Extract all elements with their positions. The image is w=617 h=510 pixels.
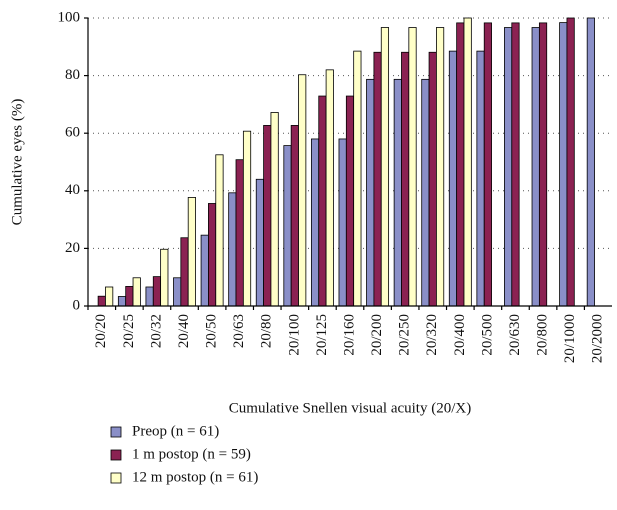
bar xyxy=(511,22,520,307)
bar xyxy=(152,276,162,307)
x-tick-label: 20/1000 xyxy=(562,314,578,363)
bar xyxy=(366,78,375,307)
x-tick-label: 20/400 xyxy=(452,314,468,356)
bar xyxy=(476,50,485,307)
bar xyxy=(373,51,382,307)
x-tick-label: 20/800 xyxy=(534,314,550,356)
bar xyxy=(538,22,548,307)
bar xyxy=(531,27,540,307)
legend-label: 12 m postop (n = 61) xyxy=(132,469,258,485)
y-axis-label: Cumulative eyes (%) xyxy=(9,99,25,226)
bar xyxy=(173,277,182,307)
y-tick-label: 100 xyxy=(58,9,81,25)
bar xyxy=(310,138,320,307)
bar xyxy=(338,138,347,307)
bar xyxy=(255,178,264,307)
bar xyxy=(125,286,134,307)
bar xyxy=(215,154,224,307)
x-tick-label: 20/25 xyxy=(121,314,137,348)
bar xyxy=(428,51,437,307)
bar xyxy=(380,27,390,307)
bar xyxy=(504,27,513,307)
legend-label: 1 m postop (n = 59) xyxy=(132,446,251,462)
legend-label: Preop (n = 61) xyxy=(132,423,219,439)
y-tick-label: 0 xyxy=(73,297,81,313)
bar xyxy=(235,159,244,307)
bar xyxy=(208,203,217,307)
bar xyxy=(353,50,362,307)
legend-swatch xyxy=(110,426,122,438)
bar xyxy=(242,130,252,307)
bar xyxy=(228,192,237,307)
bar xyxy=(456,22,465,307)
bar xyxy=(263,125,272,307)
bar xyxy=(559,22,568,307)
bar xyxy=(408,27,417,307)
bar xyxy=(421,78,430,307)
y-tick-label: 60 xyxy=(65,125,80,141)
x-tick-label: 20/40 xyxy=(176,314,192,348)
bar xyxy=(97,295,106,307)
bar xyxy=(200,234,209,307)
x-tick-label: 20/250 xyxy=(397,314,413,356)
x-tick-label: 20/125 xyxy=(314,314,330,356)
bar xyxy=(325,69,334,307)
x-tick-label: 20/32 xyxy=(148,314,164,348)
bar xyxy=(160,248,169,307)
x-tick-label: 20/80 xyxy=(259,314,275,348)
x-tick-label: 20/160 xyxy=(341,314,357,356)
x-tick-label: 20/630 xyxy=(507,314,523,356)
bar xyxy=(586,17,595,307)
y-tick-label: 20 xyxy=(65,240,80,256)
bar xyxy=(187,197,196,307)
bar xyxy=(145,286,154,307)
x-tick-label: 20/2000 xyxy=(590,314,606,363)
x-tick-label: 20/100 xyxy=(286,314,302,356)
x-tick-label: 20/200 xyxy=(369,314,385,356)
bar xyxy=(393,78,402,307)
bar xyxy=(132,277,141,307)
legend-swatch xyxy=(110,472,122,484)
bar xyxy=(436,27,445,307)
bar xyxy=(290,125,299,307)
y-tick-label: 40 xyxy=(65,182,80,198)
x-tick-label: 20/320 xyxy=(424,314,440,356)
bar xyxy=(401,51,410,307)
bar xyxy=(448,50,458,307)
y-tick-label: 80 xyxy=(65,67,80,83)
x-axis-label: Cumulative Snellen visual acuity (20/X) xyxy=(229,400,471,416)
x-tick-label: 20/20 xyxy=(93,314,109,348)
bar xyxy=(345,95,355,307)
bar xyxy=(283,145,292,307)
x-tick-label: 20/63 xyxy=(231,314,247,348)
x-tick-label: 20/500 xyxy=(479,314,495,356)
bar xyxy=(105,286,114,307)
bar xyxy=(483,22,492,307)
bar xyxy=(270,112,279,307)
legend-swatch xyxy=(110,449,122,461)
bar xyxy=(180,237,189,307)
bar xyxy=(566,17,575,307)
bar xyxy=(117,296,127,307)
bar xyxy=(318,95,327,307)
bar xyxy=(463,17,472,307)
bar xyxy=(298,74,307,307)
x-tick-label: 20/50 xyxy=(204,314,220,348)
